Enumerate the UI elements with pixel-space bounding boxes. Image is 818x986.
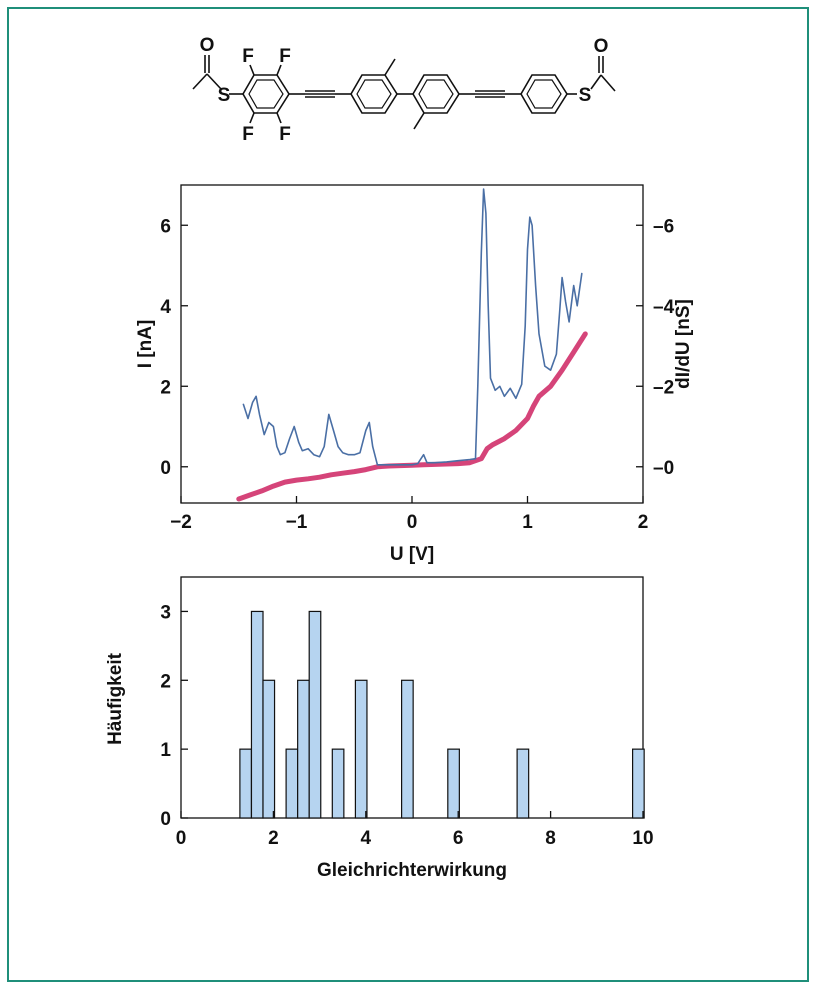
ring-methyl-2 [412, 74, 460, 114]
y2-tick-label: –2 [653, 377, 674, 398]
iv-chart: −2 −1 0 1 2 0 2 4 6 –0 –2 –4 –6 U [V] I [nA] dI/dU… [135, 184, 694, 565]
y-ticks: 0 1 2 3 [160, 602, 188, 830]
x-tick-label: 0 [407, 512, 418, 533]
atom-s-right: S [579, 85, 592, 106]
y2-ticks: –0 –2 –4 –6 [636, 216, 675, 479]
x-tick-label: −2 [170, 512, 192, 533]
plot-frame [180, 184, 644, 504]
bond [249, 64, 255, 76]
atom-f-bottom-right: F [279, 124, 291, 145]
y-tick-label: 2 [160, 671, 171, 692]
histogram-bar [285, 748, 299, 819]
molecule-structure [192, 55, 616, 130]
atom-f-bottom-left: F [242, 124, 254, 145]
ring-methyl-1 [350, 74, 398, 114]
y-tick-label: 1 [160, 740, 171, 761]
y-ticks: 0 2 4 6 [160, 216, 188, 479]
y-tick-label: 0 [160, 809, 171, 830]
x-ticks: 0 2 4 6 8 10 [176, 811, 654, 849]
x-tick-label: 0 [176, 828, 187, 849]
x-tick-label: 6 [453, 828, 464, 849]
histogram-chart: 0 2 4 6 8 10 0 1 2 3 Gleichrichterwirkung Häufig… [105, 576, 654, 881]
bond [413, 112, 425, 130]
x-tick-label: 2 [268, 828, 279, 849]
ring-inner [418, 79, 454, 109]
y-tick-label: 0 [160, 458, 171, 479]
histogram-bar [239, 748, 253, 819]
x-tick-label: 10 [632, 828, 653, 849]
x-tick-label: 2 [638, 512, 649, 533]
bond [249, 112, 255, 124]
conductance-curve [242, 188, 583, 466]
ring-fluorinated [242, 74, 290, 114]
x-ticks: −2 −1 0 1 2 [170, 496, 648, 533]
figure-frame: O S F F F F S O −2 −1 0 1 2 0 2 4 6 –0 –2 –4 –6 U … [7, 7, 809, 982]
bond [276, 64, 282, 76]
histogram-bar [262, 679, 276, 819]
molecule-atom-labels: O S F F F F S O [200, 35, 609, 145]
y-axis-label: I [nA] [135, 320, 156, 369]
y-tick-label: 6 [160, 216, 171, 237]
bond [590, 74, 602, 90]
histogram-bar [331, 748, 345, 819]
figure: O S F F F F S O −2 −1 0 1 2 0 2 4 6 –0 –2 –4 –6 U … [105, 35, 694, 881]
x-axis-label: Gleichrichterwirkung [317, 860, 507, 881]
histogram-bar [401, 679, 414, 819]
y-tick-label: 2 [160, 377, 171, 398]
ring-inner [248, 79, 284, 109]
current-curve [236, 331, 588, 502]
bond [192, 73, 208, 90]
bond [276, 112, 282, 124]
histogram-bar [308, 610, 322, 819]
bars-group [239, 610, 645, 819]
atom-f-top-left: F [242, 46, 254, 67]
y-tick-label: 4 [160, 297, 171, 318]
x-tick-label: 1 [522, 512, 533, 533]
x-axis-label: U [V] [390, 544, 434, 565]
ring-inner [356, 79, 392, 109]
y-axis-label: Häufigkeit [105, 652, 126, 745]
bond [600, 74, 616, 92]
y-tick-label: 3 [160, 602, 171, 623]
y2-tick-label: –6 [653, 216, 674, 237]
atom-o-right: O [594, 36, 609, 57]
series-group [236, 188, 588, 502]
atom-o-left: O [200, 35, 215, 56]
x-tick-label: −1 [286, 512, 308, 533]
y2-axis-label: dI/dU [nS] [673, 299, 694, 389]
histogram-bar [354, 679, 368, 819]
histogram-bar [632, 748, 645, 819]
histogram-bar [447, 748, 460, 819]
atom-f-top-right: F [279, 46, 291, 67]
bond [206, 73, 222, 90]
y2-tick-label: –4 [653, 297, 675, 318]
histogram-bar [250, 610, 264, 819]
x-tick-label: 4 [361, 828, 372, 849]
atom-s-left: S [218, 85, 231, 106]
histogram-bar [297, 679, 310, 819]
ring-terminal [520, 74, 568, 114]
y2-tick-label: –0 [653, 458, 674, 479]
bond [384, 58, 396, 76]
histogram-bar [516, 748, 530, 819]
x-tick-label: 8 [545, 828, 556, 849]
ring-inner [526, 79, 562, 109]
